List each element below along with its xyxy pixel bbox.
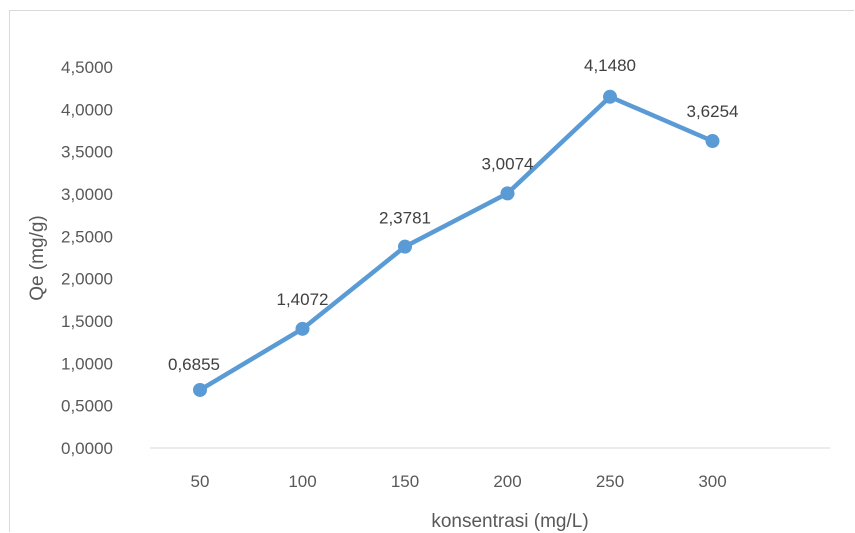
- y-tick-label: 0,0000: [61, 439, 113, 458]
- x-tick-label: 100: [288, 472, 316, 491]
- data-point: [603, 89, 617, 104]
- x-tick-label: 50: [191, 472, 210, 491]
- series-line: [197, 94, 715, 393]
- x-tick-label: 300: [698, 472, 726, 491]
- data-label: 1,4072: [277, 290, 329, 309]
- series-lines: [197, 94, 715, 393]
- y-axis-title: Qe (mg/g): [27, 215, 48, 301]
- y-tick-label: 1,0000: [61, 354, 113, 373]
- series-points: [193, 89, 720, 397]
- y-tick-label: 4,5000: [61, 58, 113, 77]
- y-tick-label: 2,0000: [61, 270, 113, 289]
- y-tick-label: 3,0000: [61, 185, 113, 204]
- y-axis-ticks: 0,0000 0,5000 1,0000 1,5000 2,0000 2,5000 3,00…: [61, 58, 113, 458]
- data-labels: 0,6855 1,4072 2,3781 3,0074 4,1480 3,6254: [168, 56, 739, 374]
- x-tick-label: 250: [596, 472, 624, 491]
- y-tick-label: 1,5000: [61, 312, 113, 331]
- data-point: [705, 134, 720, 149]
- y-tick-label: 4,0000: [61, 100, 113, 119]
- chart-frame: [9, 10, 854, 532]
- data-label: 4,1480: [584, 56, 636, 75]
- data-point: [500, 186, 515, 201]
- data-label: 0,6855: [168, 355, 220, 374]
- data-label: 2,3781: [379, 209, 431, 228]
- y-tick-label: 0,5000: [61, 397, 113, 416]
- x-tick-label: 150: [391, 472, 419, 491]
- y-tick-label: 3,5000: [61, 143, 113, 162]
- data-label: 3,6254: [687, 102, 739, 121]
- data-point: [398, 239, 412, 254]
- data-point: [193, 382, 207, 397]
- x-tick-label: 200: [493, 472, 521, 491]
- data-label: 3,0074: [482, 154, 534, 173]
- y-tick-label: 2,5000: [61, 227, 113, 246]
- x-axis-ticks: 50 100 150 200 250 300: [191, 472, 727, 491]
- x-axis-title: konsentrasi (mg/L): [431, 511, 588, 532]
- data-point: [295, 321, 310, 336]
